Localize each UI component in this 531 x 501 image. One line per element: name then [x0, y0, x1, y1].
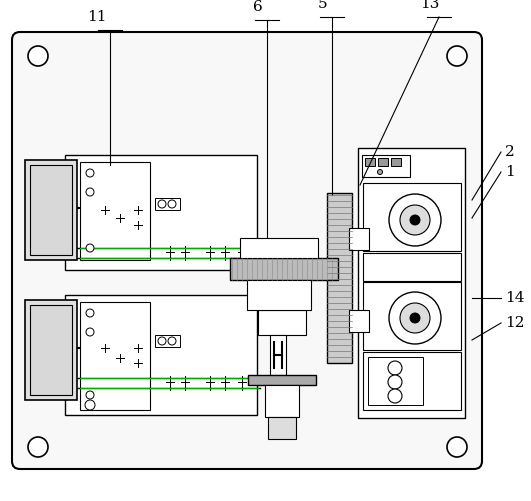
Bar: [258, 310, 306, 335]
Bar: [265, 385, 299, 417]
Bar: [25, 160, 77, 260]
Text: 14: 14: [505, 291, 525, 305]
Bar: [363, 352, 461, 410]
Circle shape: [28, 46, 48, 66]
Circle shape: [86, 244, 94, 252]
Bar: [363, 282, 461, 350]
Bar: [363, 183, 461, 251]
Circle shape: [388, 389, 402, 403]
Circle shape: [400, 205, 430, 235]
Text: 11: 11: [87, 10, 107, 24]
Bar: [240, 238, 318, 258]
FancyBboxPatch shape: [12, 32, 482, 469]
Bar: [270, 335, 286, 375]
Bar: [65, 295, 257, 415]
Bar: [363, 253, 461, 281]
Bar: [349, 310, 369, 332]
Bar: [30, 165, 72, 255]
Bar: [368, 357, 423, 405]
Bar: [30, 305, 72, 395]
Circle shape: [86, 309, 94, 317]
Circle shape: [85, 400, 95, 410]
Circle shape: [86, 169, 94, 177]
Bar: [248, 375, 316, 385]
Text: 1: 1: [505, 165, 515, 179]
Circle shape: [410, 313, 420, 323]
Bar: [80, 162, 150, 260]
Bar: [327, 193, 352, 363]
Text: 13: 13: [421, 0, 440, 11]
Text: 6: 6: [253, 0, 263, 14]
Circle shape: [389, 194, 441, 246]
Bar: [365, 158, 375, 166]
Bar: [268, 417, 296, 439]
Circle shape: [168, 200, 176, 208]
Bar: [230, 258, 338, 280]
Text: 5: 5: [318, 0, 328, 11]
Circle shape: [86, 188, 94, 196]
Circle shape: [447, 437, 467, 457]
Circle shape: [378, 169, 382, 174]
Circle shape: [158, 337, 166, 345]
Circle shape: [28, 437, 48, 457]
Circle shape: [168, 337, 176, 345]
Circle shape: [388, 375, 402, 389]
Bar: [25, 300, 77, 400]
Bar: [349, 228, 369, 250]
Circle shape: [410, 215, 420, 225]
Circle shape: [388, 361, 402, 375]
Circle shape: [400, 303, 430, 333]
Bar: [80, 302, 150, 410]
Bar: [362, 155, 410, 177]
Text: 2: 2: [505, 145, 515, 159]
Circle shape: [389, 292, 441, 344]
Text: 12: 12: [505, 316, 525, 330]
Bar: [155, 335, 180, 347]
Bar: [155, 198, 180, 210]
Circle shape: [86, 328, 94, 336]
Bar: [358, 148, 465, 418]
Bar: [247, 280, 311, 310]
Bar: [378, 158, 388, 166]
Bar: [65, 155, 257, 270]
Circle shape: [86, 391, 94, 399]
Bar: [391, 158, 401, 166]
Circle shape: [447, 46, 467, 66]
Circle shape: [158, 200, 166, 208]
